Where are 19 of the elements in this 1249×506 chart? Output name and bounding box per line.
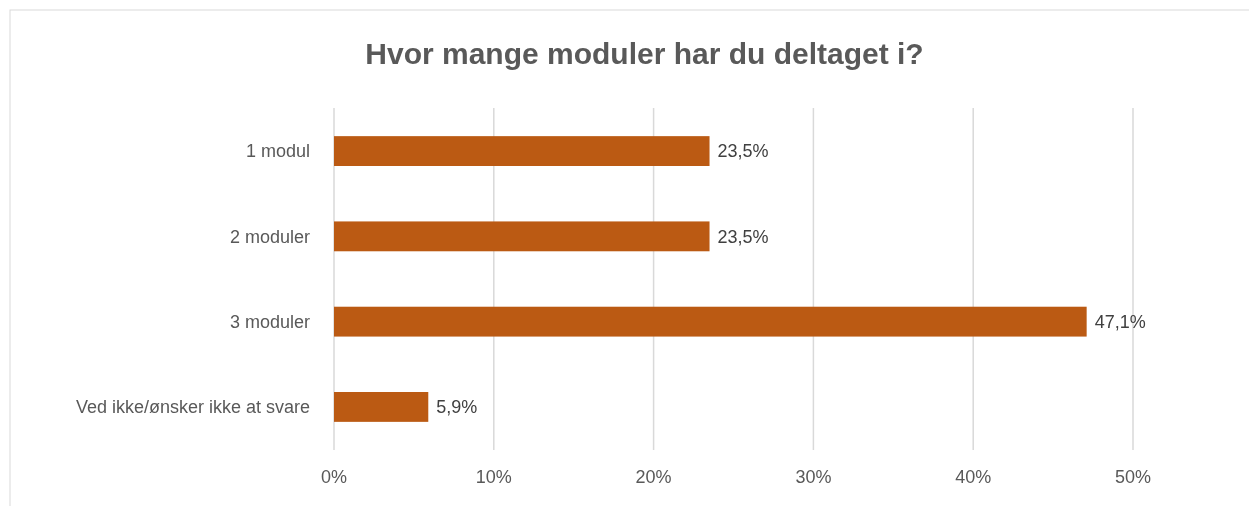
x-tick-label: 30% — [795, 467, 832, 487]
data-label: 23,5% — [717, 141, 769, 162]
x-tick-label: 20% — [635, 467, 672, 487]
bar — [334, 306, 1087, 337]
data-label: 47,1% — [1094, 311, 1146, 332]
bar — [334, 221, 710, 252]
chart-title: Hvor mange moduler har du deltaget i? — [365, 37, 924, 70]
data-label: 23,5% — [717, 226, 769, 247]
data-label: 5,9% — [436, 397, 478, 418]
x-tick-label: 10% — [475, 467, 512, 487]
x-tick-label: 50% — [1114, 467, 1152, 487]
x-tick-label: 0% — [320, 467, 348, 487]
x-tick-label: 40% — [955, 467, 992, 487]
y-tick-label: 3 moduler — [229, 311, 310, 332]
y-tick-label: Ved ikke/ønsker ikke at svare — [75, 397, 310, 418]
bar — [334, 392, 429, 422]
y-tick-label: 2 moduler — [229, 226, 310, 247]
y-tick-label: 1 modul — [245, 141, 310, 162]
bar — [334, 136, 710, 166]
